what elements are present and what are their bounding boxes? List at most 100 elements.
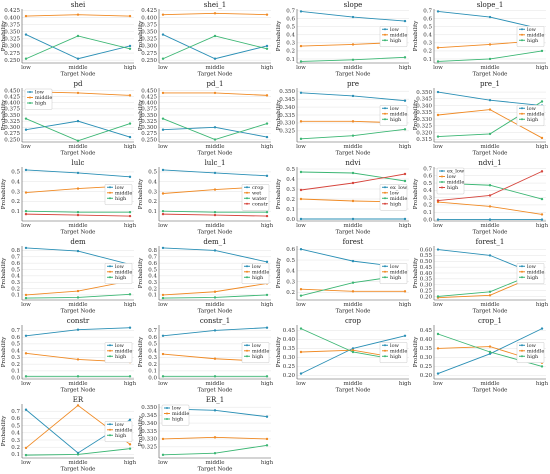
- y-tick-label: 0.3: [11, 189, 20, 195]
- y-tick-label: 0.45: [420, 265, 433, 271]
- x-tick-label: high: [399, 381, 412, 387]
- data-point: [24, 246, 28, 250]
- y-tick-label: 0.3: [148, 280, 157, 286]
- data-point: [76, 119, 80, 123]
- y-tick-label: 0.275: [4, 131, 20, 137]
- data-point: [351, 281, 355, 284]
- legend-marker: [521, 349, 523, 352]
- x-tick-label: middle: [480, 65, 499, 71]
- y-tick-label: 0.6: [11, 261, 20, 267]
- y-tick-label: 0.7: [423, 8, 432, 14]
- x-tick-label: high: [399, 223, 412, 229]
- y-tick-label: 0.45: [420, 328, 433, 334]
- series-line-middle: [162, 283, 268, 296]
- y-tick-label: 0.20: [420, 294, 433, 300]
- y-tick-label: 0.2: [11, 362, 20, 368]
- data-point: [76, 34, 80, 38]
- y-axis-label: Probability: [276, 336, 282, 367]
- y-axis-label: Probability: [276, 99, 282, 130]
- y-axis-label: Probability: [413, 257, 419, 288]
- y-tick-label: 0.4: [148, 180, 157, 186]
- x-tick-label: high: [399, 302, 412, 308]
- data-point: [488, 350, 492, 354]
- legend-label: middle: [527, 269, 544, 275]
- y-tick-label: 0.340: [141, 421, 157, 427]
- y-tick-label: 0.425: [4, 8, 20, 14]
- y-axis-label: Probability: [276, 20, 282, 51]
- x-tick-label: middle: [68, 302, 87, 308]
- data-point: [351, 217, 355, 221]
- legend-marker: [441, 186, 443, 189]
- data-point: [128, 122, 132, 125]
- data-point: [213, 375, 217, 378]
- data-point: [540, 327, 544, 330]
- data-point: [76, 171, 80, 175]
- y-tick-label: 0.0: [148, 375, 157, 381]
- x-tick-label: middle: [343, 65, 362, 71]
- chart-title: pd_1: [207, 80, 224, 88]
- y-tick-label: 0.315: [416, 137, 432, 143]
- data-point: [213, 357, 217, 360]
- series-line-low: [162, 34, 268, 60]
- x-tick-label: high: [124, 65, 137, 71]
- data-point: [351, 94, 355, 98]
- y-tick-label: 0.1: [11, 209, 20, 215]
- y-tick-label: 0.300: [141, 44, 157, 50]
- data-point: [161, 33, 165, 36]
- y-tick-label: 0.20: [420, 373, 433, 379]
- data-point: [403, 128, 407, 131]
- x-tick-label: high: [536, 65, 549, 71]
- data-point: [351, 347, 355, 350]
- x-tick-label: high: [124, 144, 137, 150]
- series-line-high: [25, 35, 131, 60]
- data-point: [213, 296, 217, 299]
- x-axis-label: Target Node: [198, 309, 233, 315]
- data-point: [24, 14, 28, 18]
- data-point: [76, 57, 80, 60]
- data-point: [488, 205, 492, 208]
- y-tick-label: 0.330: [141, 437, 157, 443]
- y-tick-label: 0.5: [11, 170, 20, 176]
- data-point: [213, 210, 217, 214]
- legend-marker: [384, 265, 386, 268]
- x-tick-label: high: [261, 144, 274, 150]
- y-tick-label: 0.1: [423, 210, 432, 216]
- data-point: [161, 453, 165, 457]
- y-tick-label: 0.2: [148, 286, 157, 292]
- data-point: [436, 295, 440, 298]
- legend-marker: [384, 112, 386, 115]
- data-point: [436, 10, 440, 13]
- data-point: [213, 91, 217, 95]
- x-axis-label: Target Node: [61, 309, 96, 315]
- legend-label: middle: [115, 427, 132, 433]
- y-tick-label: 0.5: [286, 25, 295, 31]
- y-tick-label: 0.4: [11, 348, 20, 354]
- legend-label: middle: [115, 190, 132, 196]
- y-tick-label: 0.2: [423, 49, 432, 55]
- x-axis-label: Target Node: [336, 388, 371, 394]
- y-tick-label: 0.3: [11, 355, 20, 361]
- legend-label: high: [527, 354, 539, 360]
- legend-label: high: [527, 117, 539, 123]
- data-point: [299, 188, 303, 192]
- y-tick-label: 0.350: [279, 89, 295, 95]
- data-point: [128, 135, 132, 139]
- y-tick-label: 0.30: [283, 355, 296, 361]
- legend-label: constr: [252, 201, 269, 207]
- y-tick-label: 0.345: [279, 97, 295, 103]
- x-tick-label: middle: [68, 144, 87, 150]
- legend-marker: [109, 191, 111, 194]
- data-point: [351, 15, 355, 19]
- y-tick-label: 0.25: [420, 288, 433, 294]
- x-tick-label: low: [433, 65, 443, 71]
- x-axis-label: Target Node: [336, 309, 371, 315]
- legend-label: middle: [390, 196, 407, 202]
- y-tick-label: 0.325: [4, 119, 20, 125]
- chart-panel-pd_1: pd_10.2500.2750.3000.3250.3500.3750.4000…: [138, 80, 274, 157]
- y-tick-label: 0.275: [141, 131, 157, 137]
